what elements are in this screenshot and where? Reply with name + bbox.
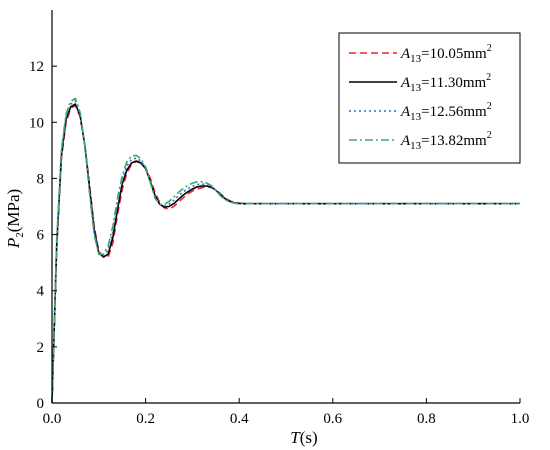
y-tick-label: 6 (37, 228, 45, 244)
y-tick-label: 8 (37, 171, 45, 187)
series-layer (51, 97, 520, 404)
x-tick-label: 0.0 (43, 411, 62, 427)
y-tick-label: 12 (29, 59, 44, 75)
y-tick-label: 2 (37, 340, 45, 356)
x-tick-label: 0.6 (323, 411, 342, 427)
x-tick-label: 0.8 (417, 411, 436, 427)
y-tick-label: 10 (29, 115, 44, 131)
x-tick-label: 1.0 (511, 411, 530, 427)
legend-label-1: A13=10.05mm2 (400, 43, 492, 65)
x-tick-label: 0.4 (230, 411, 249, 427)
ticks-layer: 0.0 0.2 0.4 0.6 0.8 1.0 0 2 4 6 8 10 12 (29, 59, 529, 427)
legend-label-2: A13=11.30mm2 (400, 72, 491, 94)
y-tick-label: 4 (37, 284, 45, 300)
labels-layer: T(s) P2(MPa) (4, 189, 318, 447)
x-tick-label: 0.2 (136, 411, 155, 427)
legend-label-4: A13=13.82mm2 (400, 130, 492, 152)
y-axis-label: P2(MPa) (4, 189, 26, 249)
axes-layer (51, 10, 520, 404)
x-axis-label: T(s) (290, 428, 317, 447)
y-tick-label: 0 (37, 396, 45, 412)
series-line-4 (51, 97, 520, 404)
legend-box (338, 32, 521, 164)
legend-label-3: A13=12.56mm2 (400, 101, 492, 123)
legend: A13=10.05mm2 A13=11.30mm2 A13=12.56mm2 A13=… (338, 32, 521, 164)
